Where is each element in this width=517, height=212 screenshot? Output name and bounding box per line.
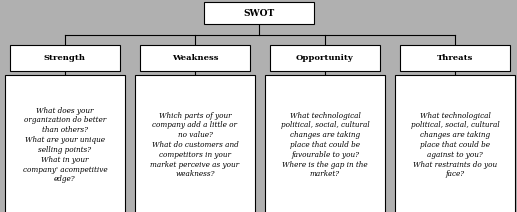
Text: Which parts of your
company add a little or
no value?
What do customers and
comp: Which parts of your company add a little… <box>150 112 239 179</box>
FancyBboxPatch shape <box>395 75 515 212</box>
FancyBboxPatch shape <box>5 75 125 212</box>
FancyBboxPatch shape <box>10 45 120 71</box>
Text: Weakness: Weakness <box>172 54 218 62</box>
FancyBboxPatch shape <box>204 2 313 24</box>
FancyBboxPatch shape <box>135 75 255 212</box>
FancyBboxPatch shape <box>270 45 380 71</box>
Text: What does your
organization do better
than others?
What are your unique
selling : What does your organization do better th… <box>23 107 108 183</box>
FancyBboxPatch shape <box>265 75 385 212</box>
Text: Threats: Threats <box>437 54 473 62</box>
Text: What technological
political, social, cultural
changes are taking
place that cou: What technological political, social, cu… <box>410 112 499 179</box>
Text: SWOT: SWOT <box>243 8 274 18</box>
FancyBboxPatch shape <box>400 45 510 71</box>
FancyBboxPatch shape <box>140 45 250 71</box>
Text: What technological
political, social, cultural
changes are taking
place that cou: What technological political, social, cu… <box>281 112 369 179</box>
Text: Opportunity: Opportunity <box>296 54 354 62</box>
Text: Strength: Strength <box>44 54 86 62</box>
